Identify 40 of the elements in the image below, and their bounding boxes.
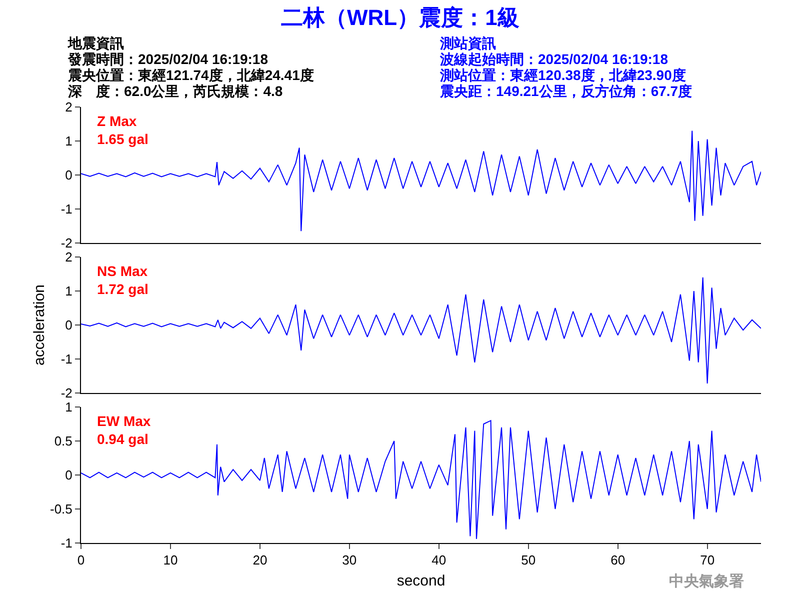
y-tick-label: 1 — [65, 284, 72, 299]
x-tick-label: 70 — [700, 552, 715, 568]
y-axis-title: acceleration — [31, 284, 48, 366]
text: 震央距：149.21公里，反方位角：67.7度 — [439, 83, 692, 99]
y-tick-label: 0 — [65, 168, 72, 183]
x-tick-label: 40 — [432, 552, 446, 568]
line-series — [81, 130, 761, 232]
text: 波線起始時間：2025/02/04 16:19:18 — [439, 51, 668, 67]
y-tick-label: 0 — [65, 468, 72, 483]
x-tick-label: 30 — [342, 552, 357, 568]
text: 震央位置：東經121.74度，北緯24.41度 — [67, 67, 314, 83]
y-tick-label: 2 — [65, 100, 72, 115]
y-tick-label: 0 — [65, 318, 72, 333]
y-tick-label: 2 — [65, 250, 72, 265]
text: 測站資訊 — [439, 35, 496, 51]
x-tick-label: 20 — [252, 552, 268, 568]
y-tick-label: -1 — [60, 202, 72, 217]
y-tick-label: -0.5 — [50, 502, 72, 517]
y-tick-label: -1 — [60, 352, 72, 367]
x-tick-label: 50 — [521, 552, 536, 568]
x-tick-label: 0 — [77, 552, 85, 568]
y-tick-label: 0.5 — [54, 434, 72, 449]
text: 發震時間：2025/02/04 16:19:18 — [67, 51, 268, 67]
annotation: NS Max 1.72 gal — [97, 263, 148, 298]
chart-title: 二林（WRL）震度：1級 — [281, 5, 520, 30]
annotation: Z Max 1.65 gal — [97, 113, 148, 148]
y-tick-label: 1 — [65, 134, 72, 149]
text: 測站位置：東經120.38度，北緯23.90度 — [439, 67, 686, 83]
y-tick-label: -1 — [60, 536, 72, 551]
text: 深 度：62.0公里，芮氏規模：4.8 — [67, 83, 283, 99]
y-tick-label: -2 — [60, 236, 72, 251]
x-axis-title: second — [396, 572, 446, 590]
y-tick-label: -2 — [60, 386, 72, 401]
annotation: EW Max 0.94 gal — [97, 413, 151, 448]
x-tick-label: 10 — [163, 552, 178, 568]
text: 中央氣象署 — [669, 573, 744, 590]
x-tick-label: 60 — [610, 552, 626, 568]
y-tick-label: 1 — [65, 400, 72, 415]
text: 地震資訊 — [67, 35, 124, 51]
line-series — [81, 276, 761, 384]
